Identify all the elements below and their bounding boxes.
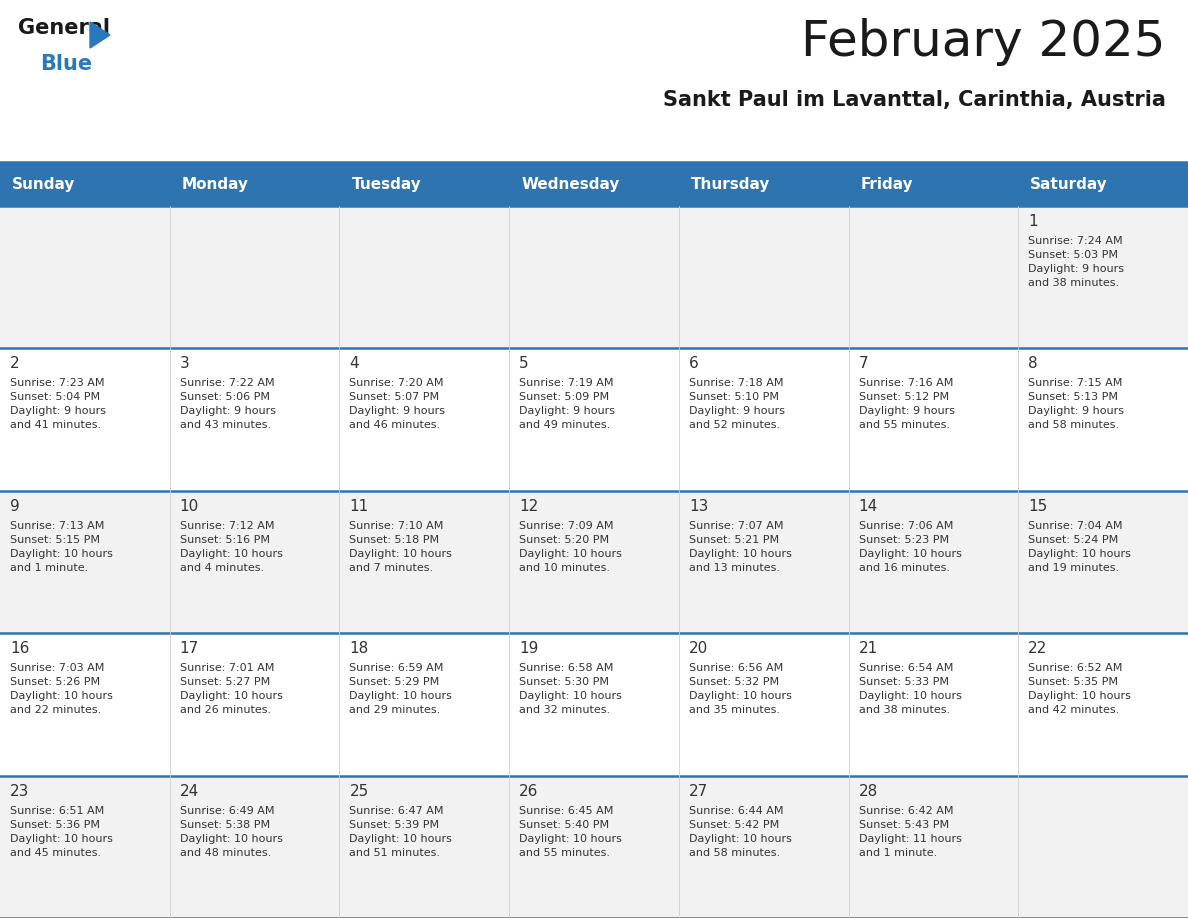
Text: 17: 17 <box>179 641 198 656</box>
Text: 18: 18 <box>349 641 368 656</box>
Text: 7: 7 <box>859 356 868 372</box>
Text: Sunrise: 7:07 AM
Sunset: 5:21 PM
Daylight: 10 hours
and 13 minutes.: Sunrise: 7:07 AM Sunset: 5:21 PM Dayligh… <box>689 521 791 573</box>
Text: Sunrise: 6:42 AM
Sunset: 5:43 PM
Daylight: 11 hours
and 1 minute.: Sunrise: 6:42 AM Sunset: 5:43 PM Dayligh… <box>859 806 961 857</box>
Text: Sunrise: 6:47 AM
Sunset: 5:39 PM
Daylight: 10 hours
and 51 minutes.: Sunrise: 6:47 AM Sunset: 5:39 PM Dayligh… <box>349 806 453 857</box>
Bar <box>0 206 1188 349</box>
Text: Sunrise: 7:10 AM
Sunset: 5:18 PM
Daylight: 10 hours
and 7 minutes.: Sunrise: 7:10 AM Sunset: 5:18 PM Dayligh… <box>349 521 453 573</box>
Text: 1: 1 <box>1029 214 1038 229</box>
Text: General: General <box>18 18 110 38</box>
Text: Sunrise: 7:16 AM
Sunset: 5:12 PM
Daylight: 9 hours
and 55 minutes.: Sunrise: 7:16 AM Sunset: 5:12 PM Dayligh… <box>859 378 955 431</box>
Text: 2: 2 <box>10 356 20 372</box>
Text: Sunrise: 6:51 AM
Sunset: 5:36 PM
Daylight: 10 hours
and 45 minutes.: Sunrise: 6:51 AM Sunset: 5:36 PM Dayligh… <box>10 806 113 857</box>
Text: Thursday: Thursday <box>691 176 770 192</box>
Text: 3: 3 <box>179 356 189 372</box>
Bar <box>0 162 1188 206</box>
Text: 20: 20 <box>689 641 708 656</box>
Text: Sunrise: 6:49 AM
Sunset: 5:38 PM
Daylight: 10 hours
and 48 minutes.: Sunrise: 6:49 AM Sunset: 5:38 PM Dayligh… <box>179 806 283 857</box>
Text: Monday: Monday <box>182 176 248 192</box>
Text: 25: 25 <box>349 784 368 799</box>
Text: 4: 4 <box>349 356 359 372</box>
Bar <box>0 633 1188 776</box>
Text: Sankt Paul im Lavanttal, Carinthia, Austria: Sankt Paul im Lavanttal, Carinthia, Aust… <box>663 90 1165 110</box>
Text: 6: 6 <box>689 356 699 372</box>
Text: Saturday: Saturday <box>1030 176 1108 192</box>
Polygon shape <box>90 22 110 48</box>
Text: 14: 14 <box>859 498 878 514</box>
Text: Sunrise: 6:54 AM
Sunset: 5:33 PM
Daylight: 10 hours
and 38 minutes.: Sunrise: 6:54 AM Sunset: 5:33 PM Dayligh… <box>859 663 961 715</box>
Text: Sunrise: 7:09 AM
Sunset: 5:20 PM
Daylight: 10 hours
and 10 minutes.: Sunrise: 7:09 AM Sunset: 5:20 PM Dayligh… <box>519 521 623 573</box>
Text: Sunrise: 7:13 AM
Sunset: 5:15 PM
Daylight: 10 hours
and 1 minute.: Sunrise: 7:13 AM Sunset: 5:15 PM Dayligh… <box>10 521 113 573</box>
Text: 13: 13 <box>689 498 708 514</box>
Text: February 2025: February 2025 <box>802 18 1165 66</box>
Text: Sunrise: 6:52 AM
Sunset: 5:35 PM
Daylight: 10 hours
and 42 minutes.: Sunrise: 6:52 AM Sunset: 5:35 PM Dayligh… <box>1029 663 1131 715</box>
Text: Sunrise: 6:56 AM
Sunset: 5:32 PM
Daylight: 10 hours
and 35 minutes.: Sunrise: 6:56 AM Sunset: 5:32 PM Dayligh… <box>689 663 791 715</box>
Text: 28: 28 <box>859 784 878 799</box>
Text: Friday: Friday <box>860 176 914 192</box>
Text: 9: 9 <box>10 498 20 514</box>
Text: Tuesday: Tuesday <box>352 176 422 192</box>
Text: Sunrise: 7:12 AM
Sunset: 5:16 PM
Daylight: 10 hours
and 4 minutes.: Sunrise: 7:12 AM Sunset: 5:16 PM Dayligh… <box>179 521 283 573</box>
Text: Sunrise: 7:15 AM
Sunset: 5:13 PM
Daylight: 9 hours
and 58 minutes.: Sunrise: 7:15 AM Sunset: 5:13 PM Dayligh… <box>1029 378 1124 431</box>
Text: 16: 16 <box>10 641 30 656</box>
Text: Sunrise: 7:06 AM
Sunset: 5:23 PM
Daylight: 10 hours
and 16 minutes.: Sunrise: 7:06 AM Sunset: 5:23 PM Dayligh… <box>859 521 961 573</box>
Text: 24: 24 <box>179 784 198 799</box>
Text: Sunrise: 6:58 AM
Sunset: 5:30 PM
Daylight: 10 hours
and 32 minutes.: Sunrise: 6:58 AM Sunset: 5:30 PM Dayligh… <box>519 663 623 715</box>
Text: 8: 8 <box>1029 356 1038 372</box>
Text: Wednesday: Wednesday <box>522 176 619 192</box>
Text: Sunrise: 6:59 AM
Sunset: 5:29 PM
Daylight: 10 hours
and 29 minutes.: Sunrise: 6:59 AM Sunset: 5:29 PM Dayligh… <box>349 663 453 715</box>
Text: 19: 19 <box>519 641 538 656</box>
Bar <box>0 776 1188 918</box>
Text: Sunrise: 7:03 AM
Sunset: 5:26 PM
Daylight: 10 hours
and 22 minutes.: Sunrise: 7:03 AM Sunset: 5:26 PM Dayligh… <box>10 663 113 715</box>
Text: 10: 10 <box>179 498 198 514</box>
Text: Sunrise: 7:20 AM
Sunset: 5:07 PM
Daylight: 9 hours
and 46 minutes.: Sunrise: 7:20 AM Sunset: 5:07 PM Dayligh… <box>349 378 446 431</box>
Text: Sunrise: 7:04 AM
Sunset: 5:24 PM
Daylight: 10 hours
and 19 minutes.: Sunrise: 7:04 AM Sunset: 5:24 PM Dayligh… <box>1029 521 1131 573</box>
Text: 22: 22 <box>1029 641 1048 656</box>
Text: 23: 23 <box>10 784 30 799</box>
Text: Sunrise: 7:01 AM
Sunset: 5:27 PM
Daylight: 10 hours
and 26 minutes.: Sunrise: 7:01 AM Sunset: 5:27 PM Dayligh… <box>179 663 283 715</box>
Text: Sunrise: 6:44 AM
Sunset: 5:42 PM
Daylight: 10 hours
and 58 minutes.: Sunrise: 6:44 AM Sunset: 5:42 PM Dayligh… <box>689 806 791 857</box>
Text: 21: 21 <box>859 641 878 656</box>
Bar <box>0 349 1188 491</box>
Text: Sunrise: 7:19 AM
Sunset: 5:09 PM
Daylight: 9 hours
and 49 minutes.: Sunrise: 7:19 AM Sunset: 5:09 PM Dayligh… <box>519 378 615 431</box>
Bar <box>0 491 1188 633</box>
Text: Sunrise: 6:45 AM
Sunset: 5:40 PM
Daylight: 10 hours
and 55 minutes.: Sunrise: 6:45 AM Sunset: 5:40 PM Dayligh… <box>519 806 623 857</box>
Text: 12: 12 <box>519 498 538 514</box>
Text: Blue: Blue <box>40 54 93 74</box>
Text: 27: 27 <box>689 784 708 799</box>
Text: Sunrise: 7:24 AM
Sunset: 5:03 PM
Daylight: 9 hours
and 38 minutes.: Sunrise: 7:24 AM Sunset: 5:03 PM Dayligh… <box>1029 236 1124 288</box>
Text: Sunrise: 7:18 AM
Sunset: 5:10 PM
Daylight: 9 hours
and 52 minutes.: Sunrise: 7:18 AM Sunset: 5:10 PM Dayligh… <box>689 378 785 431</box>
Text: 5: 5 <box>519 356 529 372</box>
Text: 11: 11 <box>349 498 368 514</box>
Text: 15: 15 <box>1029 498 1048 514</box>
Text: Sunday: Sunday <box>12 176 75 192</box>
Text: Sunrise: 7:22 AM
Sunset: 5:06 PM
Daylight: 9 hours
and 43 minutes.: Sunrise: 7:22 AM Sunset: 5:06 PM Dayligh… <box>179 378 276 431</box>
Text: 26: 26 <box>519 784 538 799</box>
Text: Sunrise: 7:23 AM
Sunset: 5:04 PM
Daylight: 9 hours
and 41 minutes.: Sunrise: 7:23 AM Sunset: 5:04 PM Dayligh… <box>10 378 106 431</box>
